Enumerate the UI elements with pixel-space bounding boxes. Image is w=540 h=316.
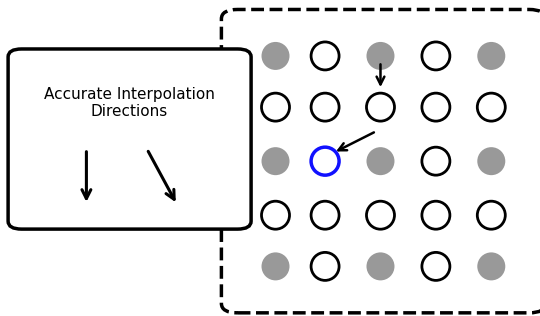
Ellipse shape <box>311 147 339 175</box>
Ellipse shape <box>422 252 450 280</box>
Ellipse shape <box>311 93 339 121</box>
Ellipse shape <box>477 252 505 280</box>
Ellipse shape <box>422 147 450 175</box>
Ellipse shape <box>477 147 505 175</box>
Ellipse shape <box>367 93 395 121</box>
Ellipse shape <box>422 201 450 229</box>
Ellipse shape <box>311 42 339 70</box>
Ellipse shape <box>311 201 339 229</box>
Ellipse shape <box>367 147 395 175</box>
Ellipse shape <box>261 201 289 229</box>
Ellipse shape <box>311 252 339 280</box>
FancyBboxPatch shape <box>221 9 540 313</box>
Ellipse shape <box>477 42 505 70</box>
Ellipse shape <box>261 42 289 70</box>
Ellipse shape <box>422 42 450 70</box>
Ellipse shape <box>261 252 289 280</box>
Ellipse shape <box>367 42 395 70</box>
Ellipse shape <box>422 93 450 121</box>
Ellipse shape <box>477 201 505 229</box>
Text: Accurate Interpolation
Directions: Accurate Interpolation Directions <box>44 87 215 119</box>
FancyBboxPatch shape <box>8 49 251 229</box>
Ellipse shape <box>261 93 289 121</box>
Ellipse shape <box>367 252 395 280</box>
Ellipse shape <box>261 147 289 175</box>
Ellipse shape <box>477 93 505 121</box>
Ellipse shape <box>367 201 395 229</box>
